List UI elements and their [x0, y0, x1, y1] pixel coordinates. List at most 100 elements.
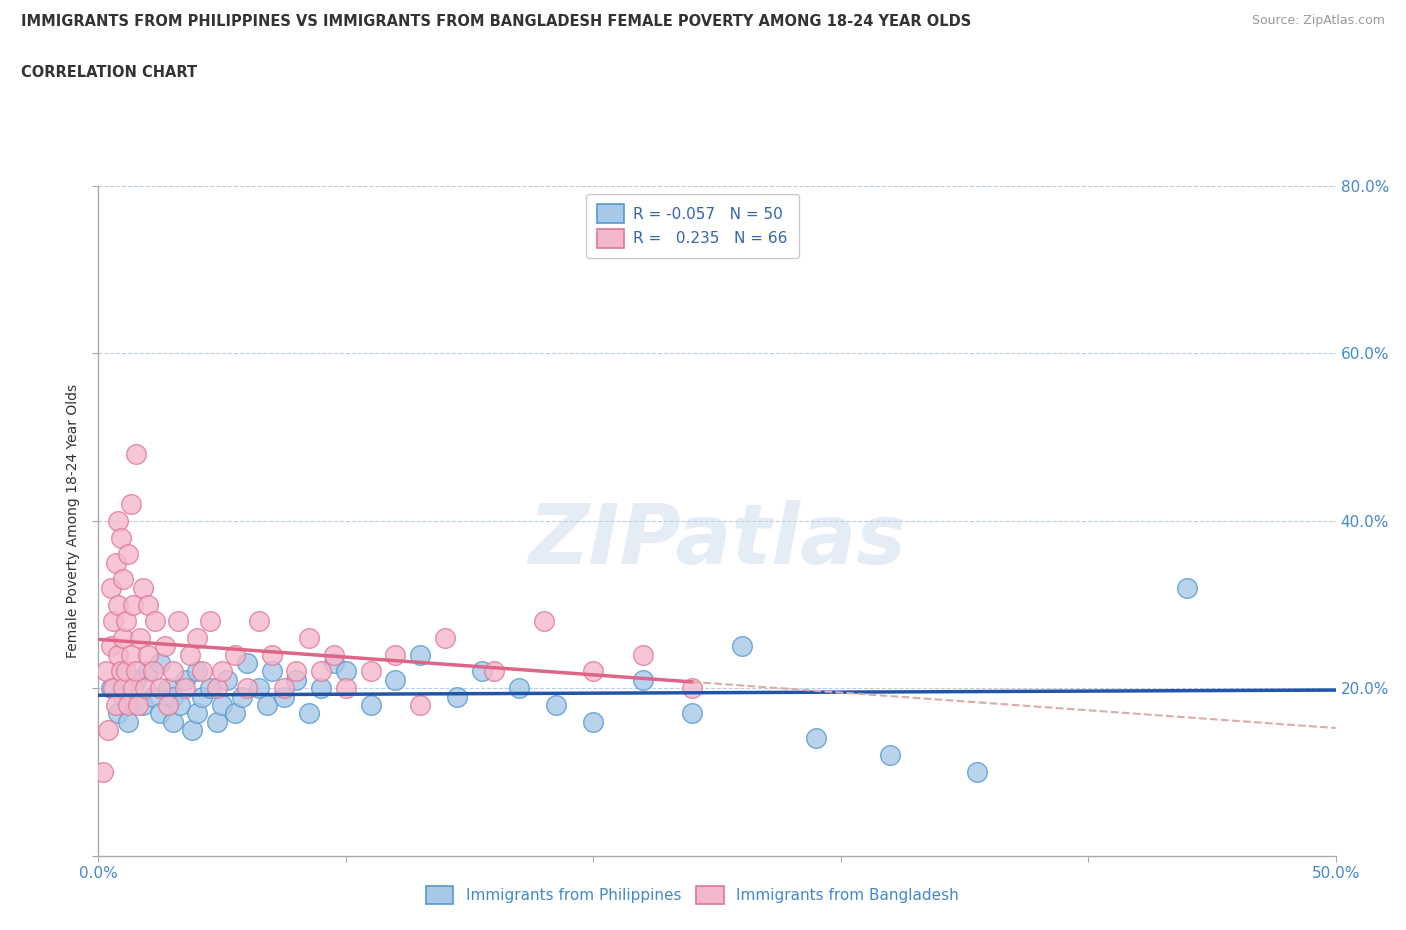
Point [136, 647, 159, 662]
Point [360, 698, 382, 712]
Point [285, 672, 308, 687]
Text: ZIPatlas: ZIPatlas [529, 500, 905, 581]
Point [142, 689, 165, 704]
Point [169, 698, 191, 712]
Point [117, 547, 139, 562]
Point [155, 639, 177, 654]
Point [247, 681, 270, 696]
Point [124, 672, 146, 687]
Point [260, 647, 283, 662]
Point [104, 555, 127, 570]
Point [681, 681, 703, 696]
Point [273, 689, 295, 704]
Point [162, 689, 184, 704]
Point [156, 681, 179, 696]
Point [143, 614, 166, 629]
Point [236, 681, 259, 696]
Point [156, 698, 179, 712]
Point [224, 706, 246, 721]
Point [103, 681, 125, 696]
Point [94, 664, 117, 679]
Point [134, 681, 156, 696]
Point [191, 664, 214, 679]
Point [260, 664, 283, 679]
Point [112, 689, 135, 704]
Point [546, 698, 568, 712]
Legend: Immigrants from Philippines, Immigrants from Bangladesh: Immigrants from Philippines, Immigrants … [415, 875, 970, 915]
Point [360, 664, 382, 679]
Point [124, 446, 146, 461]
Point [162, 714, 184, 729]
Point [631, 672, 654, 687]
Point [110, 664, 132, 679]
Point [162, 664, 184, 679]
Point [149, 706, 172, 721]
Point [322, 647, 344, 662]
Point [681, 706, 703, 721]
Point [122, 681, 145, 696]
Point [409, 698, 432, 712]
Point [117, 714, 139, 729]
Point [471, 664, 494, 679]
Point [107, 647, 129, 662]
Point [186, 706, 208, 721]
Point [205, 714, 228, 729]
Text: IMMIGRANTS FROM PHILIPPINES VS IMMIGRANTS FROM BANGLADESH FEMALE POVERTY AMONG 1: IMMIGRANTS FROM PHILIPPINES VS IMMIGRANT… [21, 14, 972, 29]
Point [100, 681, 122, 696]
Point [231, 689, 253, 704]
Point [103, 614, 125, 629]
Point [104, 698, 127, 712]
Point [107, 706, 129, 721]
Point [174, 672, 197, 687]
Point [122, 597, 145, 612]
Point [804, 731, 827, 746]
Point [298, 706, 321, 721]
Point [335, 681, 357, 696]
Point [335, 664, 357, 679]
Point [198, 614, 221, 629]
Point [97, 723, 120, 737]
Point [186, 664, 208, 679]
Point [298, 631, 321, 645]
Point [731, 639, 754, 654]
Point [384, 647, 406, 662]
Point [484, 664, 506, 679]
Point [112, 681, 135, 696]
Text: CORRELATION CHART: CORRELATION CHART [21, 65, 197, 80]
Point [966, 764, 988, 779]
Point [205, 681, 228, 696]
Point [198, 681, 221, 696]
Point [236, 656, 259, 671]
Point [179, 647, 201, 662]
Point [256, 698, 278, 712]
Point [120, 647, 142, 662]
Point [631, 647, 654, 662]
Point [508, 681, 530, 696]
Point [117, 698, 139, 712]
Point [142, 664, 165, 679]
Point [309, 681, 332, 696]
Point [1175, 580, 1198, 595]
Point [93, 764, 115, 779]
Point [112, 572, 135, 587]
Point [285, 664, 308, 679]
Point [100, 580, 122, 595]
Point [186, 631, 208, 645]
Point [136, 664, 159, 679]
Point [191, 689, 214, 704]
Point [112, 631, 135, 645]
Point [247, 614, 270, 629]
Point [409, 647, 432, 662]
Point [149, 681, 172, 696]
Point [149, 656, 172, 671]
Point [124, 664, 146, 679]
Y-axis label: Female Poverty Among 18-24 Year Olds: Female Poverty Among 18-24 Year Olds [66, 384, 80, 658]
Point [309, 664, 332, 679]
Point [132, 698, 155, 712]
Point [100, 639, 122, 654]
Point [211, 664, 233, 679]
Point [322, 656, 344, 671]
Point [433, 631, 456, 645]
Point [114, 664, 136, 679]
Point [273, 681, 295, 696]
